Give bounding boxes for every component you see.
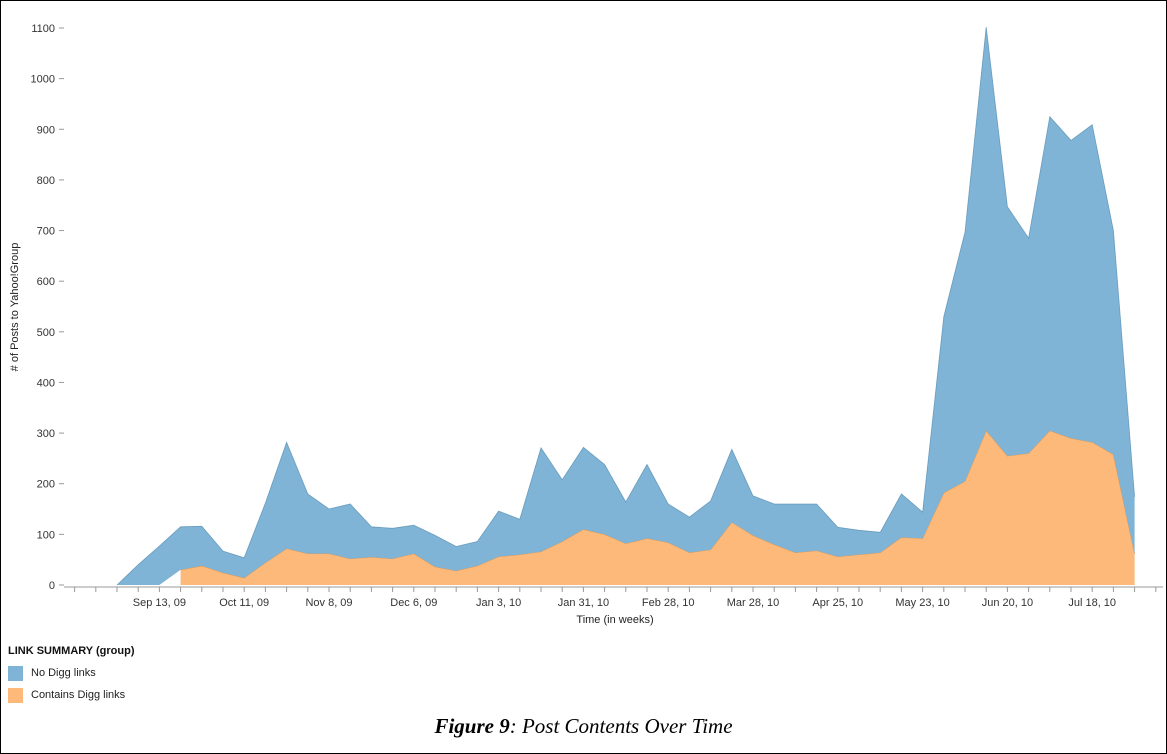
y-axis-title: # of Posts to Yahoo!Group	[9, 243, 21, 372]
figure-label: Figure 9	[434, 714, 510, 738]
x-axis-title: Time (in weeks)	[576, 614, 653, 626]
y-tick-label: 400	[37, 378, 55, 390]
legend-item-no-digg: No Digg links	[8, 662, 134, 684]
x-tick-label: Jan 3, 10	[476, 597, 521, 609]
figure-caption-text: : Post Contents Over Time	[509, 714, 733, 738]
stacked-area-chart: 0 100 200 300 400 500 600 700 800 900 1000 1100 Sep…	[9, 23, 1163, 626]
legend-label-contains-digg: Contains Digg links	[31, 689, 126, 701]
y-tick-label: 200	[37, 479, 55, 491]
y-tick-label: 1100	[31, 23, 55, 35]
x-tick-label: Jul 18, 10	[1068, 597, 1116, 609]
y-tick-label: 900	[37, 124, 55, 136]
x-tick-label: Jan 31, 10	[558, 597, 609, 609]
area-series-group	[116, 26, 1135, 586]
y-tick-label: 800	[37, 175, 55, 187]
x-tick-label: Dec 6, 09	[390, 597, 437, 609]
x-tick-label: Sep 13, 09	[133, 597, 186, 609]
area-contains-digg-links	[180, 430, 1135, 585]
x-tick-label: May 23, 10	[895, 597, 949, 609]
legend-swatch-no-digg	[8, 665, 23, 681]
legend-title: LINK SUMMARY (group)	[8, 645, 135, 657]
x-axis: Sep 13, 09 Oct 11, 09 Nov 8, 09 Dec 6, 09 Ja…	[64, 586, 1163, 609]
legend-item-contains-digg: Contains Digg links	[8, 684, 134, 706]
y-tick-label: 300	[37, 428, 55, 440]
legend-swatch-contains-digg	[8, 687, 23, 703]
x-tick-label: Oct 11, 09	[219, 597, 269, 609]
y-tick-label: 600	[37, 276, 55, 288]
y-tick-label: 0	[49, 580, 55, 592]
y-tick-label: 100	[37, 529, 55, 541]
y-tick-label: 500	[37, 327, 55, 339]
y-axis: 0 100 200 300 400 500 600 700 800 900 1000 1100	[31, 23, 64, 592]
x-tick-label: Apr 25, 10	[812, 597, 863, 609]
x-tick-label: Feb 28, 10	[642, 597, 695, 609]
legend: LINK SUMMARY (group) No Digg links Conta…	[8, 645, 134, 706]
legend-label-no-digg: No Digg links	[31, 667, 96, 679]
figure-caption: Figure 9: Post Contents Over Time	[0, 714, 1167, 739]
y-tick-label: 1000	[31, 74, 55, 86]
x-tick-label: Nov 8, 09	[305, 597, 352, 609]
x-tick-label: Mar 28, 10	[727, 597, 780, 609]
line-no-digg-links	[116, 26, 1135, 586]
x-tick-label: Jun 20, 10	[982, 597, 1033, 609]
y-tick-label: 700	[37, 226, 55, 238]
